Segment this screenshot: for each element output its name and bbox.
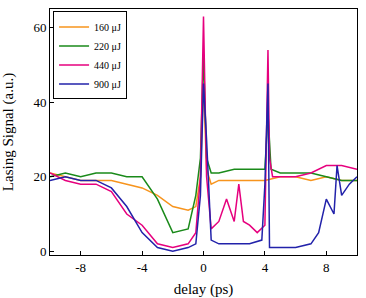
svg-text:60: 60 [33, 20, 46, 35]
svg-text:-4: -4 [137, 260, 148, 275]
svg-text:160 μJ: 160 μJ [94, 22, 121, 33]
svg-text:440 μJ: 440 μJ [94, 60, 121, 71]
svg-text:900 μJ: 900 μJ [94, 79, 121, 90]
svg-text:delay (ps): delay (ps) [174, 281, 234, 298]
svg-text:40: 40 [33, 95, 46, 110]
svg-text:0: 0 [40, 244, 47, 259]
svg-text:Lasing Signal (a.u.): Lasing Signal (a.u.) [0, 73, 17, 191]
svg-text:8: 8 [323, 260, 330, 275]
svg-text:0: 0 [200, 260, 207, 275]
svg-text:-8: -8 [75, 260, 86, 275]
svg-text:4: 4 [262, 260, 269, 275]
svg-text:220 μJ: 220 μJ [94, 41, 121, 52]
svg-text:20: 20 [33, 169, 46, 184]
